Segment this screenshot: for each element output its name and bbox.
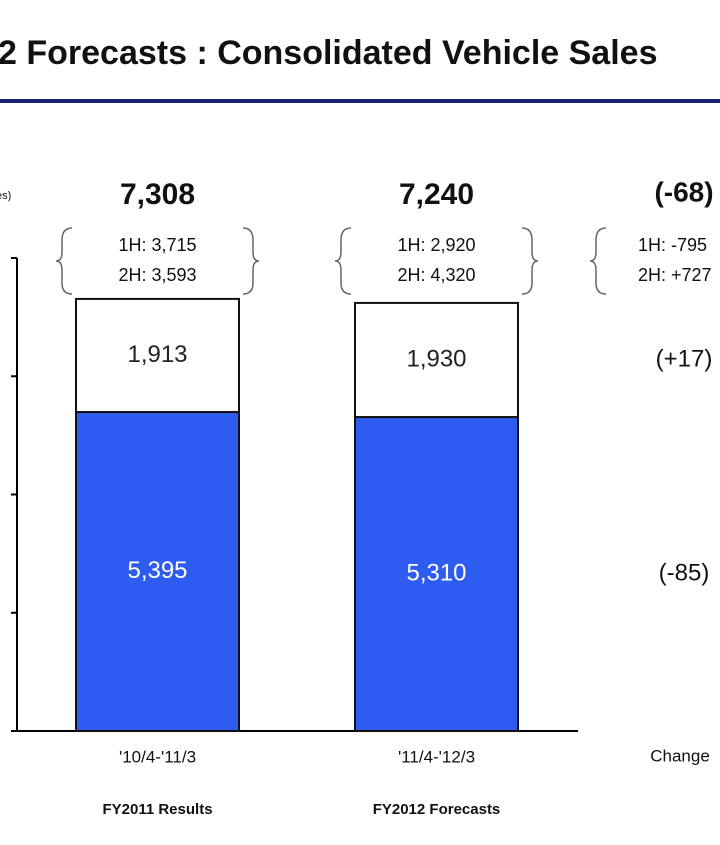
half-label: 1H: 3,715 <box>118 235 196 255</box>
x-tick-label: '10/4-'11/3 <box>119 747 196 766</box>
title-rule <box>0 99 720 103</box>
half-label: 2H: 4,320 <box>397 265 475 285</box>
bar-segment <box>75 411 240 732</box>
half-label: 2H: 3,593 <box>118 265 196 285</box>
half-label: 1H: 2,920 <box>397 235 475 255</box>
change-label: (-85) <box>659 559 710 586</box>
change-axis-label: Change <box>650 746 710 765</box>
change-half: 2H: +727 <box>638 265 712 285</box>
x-tick-label: '11/4-'12/3 <box>398 747 475 766</box>
bar-label: 1,930 <box>406 345 466 372</box>
category-name: FY2011 Results <box>102 801 212 818</box>
bar-segment <box>354 416 519 732</box>
category-name: FY2012 Forecasts <box>373 801 501 818</box>
half-brace <box>55 227 260 295</box>
change-label: (+17) <box>656 345 713 372</box>
change-brace <box>589 227 607 295</box>
chart-title: 2 Forecasts : Consolidated Vehicle Sales <box>0 34 657 72</box>
bar-label: 5,310 <box>406 559 466 586</box>
bar-segment <box>354 301 519 419</box>
bar-segment <box>75 297 240 414</box>
change-total: (-68) <box>654 176 713 207</box>
total-label: 7,240 <box>399 178 474 211</box>
half-brace <box>334 227 539 295</box>
unit-label: es) <box>0 190 11 202</box>
total-label: 7,308 <box>120 178 195 211</box>
bar-label: 1,913 <box>127 341 187 368</box>
change-half: 1H: -795 <box>638 235 707 255</box>
bar-label: 5,395 <box>127 557 187 584</box>
